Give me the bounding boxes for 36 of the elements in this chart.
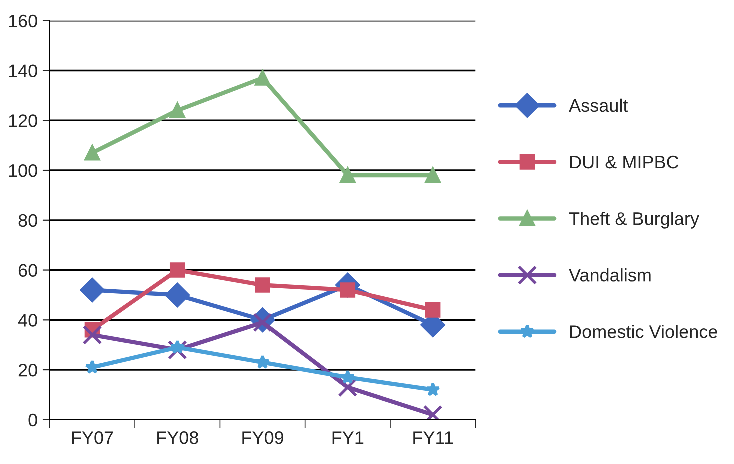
y-tick-label: 80: [18, 214, 38, 228]
legend-label: Theft & Burglary: [569, 212, 700, 229]
point: [84, 145, 100, 161]
y-tick-label: 40: [18, 314, 38, 327]
y-tick-label: 20: [18, 364, 38, 377]
point: [425, 302, 441, 318]
y-tick-label: 100: [9, 164, 38, 178]
legend-label: Vandalism: [569, 268, 651, 282]
point: [168, 340, 188, 360]
point: [170, 340, 185, 354]
point: [340, 370, 356, 384]
y-tick-label: 0: [28, 414, 38, 427]
legend-label: DUI & MIPBC: [570, 156, 679, 169]
point: [85, 360, 100, 374]
point: [426, 382, 440, 396]
point: [80, 278, 105, 302]
x-tick-label: FY09: [242, 432, 284, 444]
x-tick-label: FY1: [332, 432, 364, 444]
point: [340, 168, 356, 184]
x-tick-label: FY08: [158, 432, 198, 444]
point: [425, 168, 441, 184]
point: [255, 70, 270, 86]
x-tick-label: FY11: [414, 432, 454, 444]
point: [255, 278, 270, 293]
point: [255, 354, 270, 370]
y-tick-label: 60: [18, 264, 38, 277]
y-tick-label: 160: [9, 14, 38, 28]
x-tick-label: FY07: [72, 432, 114, 444]
point: [170, 262, 186, 278]
legend-label: Domestic Violence: [570, 325, 718, 338]
point: [165, 283, 190, 308]
legend-label: Assault: [569, 98, 628, 112]
point: [170, 103, 186, 118]
point: [82, 325, 102, 345]
y-tick-label: 120: [9, 114, 38, 128]
y-tick-label: 140: [9, 64, 38, 78]
